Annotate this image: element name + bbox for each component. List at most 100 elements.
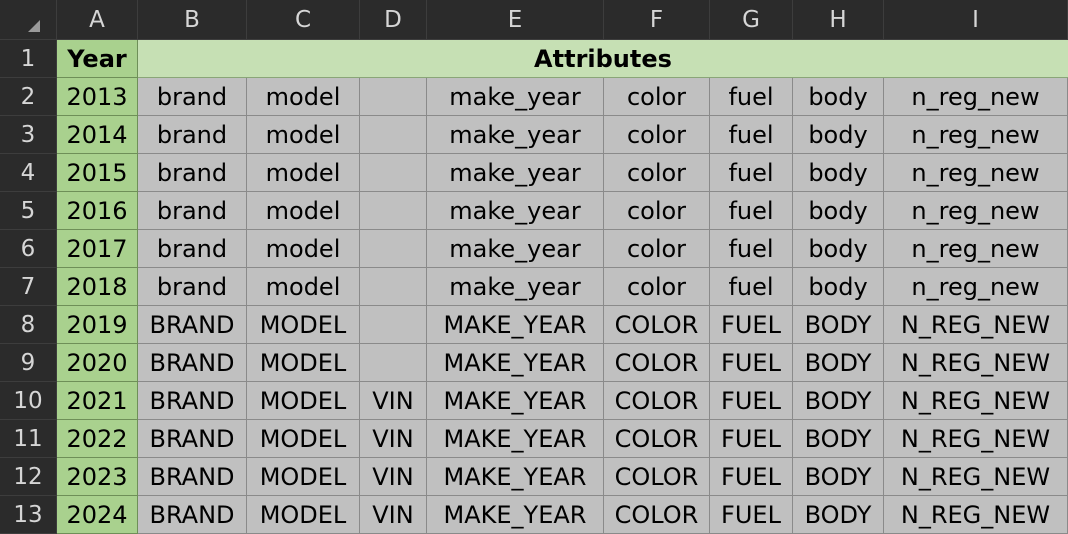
row-header-4[interactable]: 4 xyxy=(0,154,57,192)
cell-attribute[interactable]: BODY xyxy=(793,382,884,420)
cell-attribute[interactable]: fuel xyxy=(710,268,793,306)
cell-attribute[interactable]: N_REG_NEW xyxy=(884,306,1068,344)
cell-attribute[interactable]: n_reg_new xyxy=(884,192,1068,230)
cell-attribute[interactable]: FUEL xyxy=(710,306,793,344)
cell-year[interactable]: 2017 xyxy=(57,230,138,268)
column-header-d[interactable]: D xyxy=(360,0,427,40)
cell-attribute[interactable]: FUEL xyxy=(710,382,793,420)
cell-attribute[interactable]: MODEL xyxy=(247,420,360,458)
cell-attribute[interactable]: model xyxy=(247,192,360,230)
cell-year[interactable]: 2014 xyxy=(57,116,138,154)
cell-attribute[interactable]: make_year xyxy=(427,230,604,268)
cell-attribute[interactable]: BRAND xyxy=(138,496,247,534)
cell-attribute[interactable] xyxy=(360,154,427,192)
cell-attribute[interactable]: fuel xyxy=(710,230,793,268)
cell-attribute[interactable]: make_year xyxy=(427,116,604,154)
column-header-c[interactable]: C xyxy=(247,0,360,40)
cell-attribute[interactable]: COLOR xyxy=(604,496,710,534)
row-header-9[interactable]: 9 xyxy=(0,344,57,382)
column-header-h[interactable]: H xyxy=(793,0,884,40)
cell-attribute[interactable]: make_year xyxy=(427,268,604,306)
row-header-3[interactable]: 3 xyxy=(0,116,57,154)
column-header-a[interactable]: A xyxy=(57,0,138,40)
column-header-b[interactable]: B xyxy=(138,0,247,40)
cell-attribute[interactable]: FUEL xyxy=(710,496,793,534)
cell-attribute[interactable]: brand xyxy=(138,192,247,230)
cell-attribute[interactable]: body xyxy=(793,230,884,268)
cell-year[interactable]: 2013 xyxy=(57,78,138,116)
cell-attribute[interactable]: model xyxy=(247,154,360,192)
cell-attribute[interactable]: VIN xyxy=(360,458,427,496)
cell-year[interactable]: 2023 xyxy=(57,458,138,496)
cell-attribute[interactable]: N_REG_NEW xyxy=(884,458,1068,496)
row-header-5[interactable]: 5 xyxy=(0,192,57,230)
cell-attribute[interactable]: COLOR xyxy=(604,382,710,420)
row-header-2[interactable]: 2 xyxy=(0,78,57,116)
cell-attribute[interactable]: brand xyxy=(138,268,247,306)
cell-attribute[interactable]: make_year xyxy=(427,78,604,116)
cell-year-header[interactable]: Year xyxy=(57,40,138,78)
cell-attribute[interactable] xyxy=(360,192,427,230)
cell-attribute[interactable]: n_reg_new xyxy=(884,268,1068,306)
cell-attribute[interactable]: BRAND xyxy=(138,420,247,458)
row-header-12[interactable]: 12 xyxy=(0,458,57,496)
cell-attribute[interactable]: brand xyxy=(138,154,247,192)
cell-year[interactable]: 2020 xyxy=(57,344,138,382)
column-header-i[interactable]: I xyxy=(884,0,1068,40)
cell-attribute[interactable] xyxy=(360,230,427,268)
cell-attribute[interactable]: MODEL xyxy=(247,306,360,344)
cell-attribute[interactable] xyxy=(360,306,427,344)
cell-attribute[interactable]: body xyxy=(793,268,884,306)
cell-attribute[interactable]: color xyxy=(604,116,710,154)
cell-attribute[interactable]: n_reg_new xyxy=(884,230,1068,268)
cell-attribute[interactable]: N_REG_NEW xyxy=(884,382,1068,420)
cell-attribute[interactable]: VIN xyxy=(360,420,427,458)
cell-attribute[interactable]: MAKE_YEAR xyxy=(427,382,604,420)
cell-attribute[interactable]: body xyxy=(793,192,884,230)
cell-attribute[interactable]: MODEL xyxy=(247,344,360,382)
cell-attribute[interactable]: COLOR xyxy=(604,458,710,496)
cell-attribute[interactable]: BODY xyxy=(793,420,884,458)
row-header-11[interactable]: 11 xyxy=(0,420,57,458)
cell-attribute[interactable]: body xyxy=(793,154,884,192)
cell-attribute[interactable]: VIN xyxy=(360,382,427,420)
row-header-6[interactable]: 6 xyxy=(0,230,57,268)
cell-attribute[interactable]: COLOR xyxy=(604,420,710,458)
cell-attribute[interactable]: model xyxy=(247,78,360,116)
cell-year[interactable]: 2024 xyxy=(57,496,138,534)
cell-attribute[interactable]: fuel xyxy=(710,116,793,154)
cell-attribute[interactable]: BRAND xyxy=(138,306,247,344)
cell-attribute[interactable]: BODY xyxy=(793,306,884,344)
cell-attribute[interactable]: BODY xyxy=(793,344,884,382)
cell-attribute[interactable]: MODEL xyxy=(247,382,360,420)
cell-attribute[interactable]: N_REG_NEW xyxy=(884,344,1068,382)
cell-attribute[interactable]: FUEL xyxy=(710,420,793,458)
cell-year[interactable]: 2021 xyxy=(57,382,138,420)
cell-attribute[interactable]: body xyxy=(793,78,884,116)
cell-attribute[interactable]: COLOR xyxy=(604,344,710,382)
column-header-e[interactable]: E xyxy=(427,0,604,40)
select-all-button[interactable] xyxy=(0,0,57,40)
cell-attribute[interactable]: brand xyxy=(138,230,247,268)
cell-attribute[interactable] xyxy=(360,268,427,306)
cell-attribute[interactable]: model xyxy=(247,116,360,154)
cell-attribute[interactable]: FUEL xyxy=(710,344,793,382)
cell-attribute[interactable]: BRAND xyxy=(138,382,247,420)
cell-year[interactable]: 2016 xyxy=(57,192,138,230)
cell-attribute[interactable]: n_reg_new xyxy=(884,78,1068,116)
row-header-1[interactable]: 1 xyxy=(0,40,57,78)
cell-attribute[interactable]: BRAND xyxy=(138,344,247,382)
cell-attribute[interactable]: color xyxy=(604,78,710,116)
cell-attribute[interactable] xyxy=(360,344,427,382)
cell-year[interactable]: 2022 xyxy=(57,420,138,458)
cell-attribute[interactable]: brand xyxy=(138,116,247,154)
cell-attribute[interactable]: model xyxy=(247,268,360,306)
cell-attribute[interactable]: n_reg_new xyxy=(884,154,1068,192)
cell-attribute[interactable]: brand xyxy=(138,78,247,116)
cell-attribute[interactable]: body xyxy=(793,116,884,154)
cell-attribute[interactable]: MAKE_YEAR xyxy=(427,458,604,496)
cell-attribute[interactable]: COLOR xyxy=(604,306,710,344)
cell-attribute[interactable]: N_REG_NEW xyxy=(884,496,1068,534)
cell-attribute[interactable]: color xyxy=(604,154,710,192)
cell-attribute[interactable]: N_REG_NEW xyxy=(884,420,1068,458)
